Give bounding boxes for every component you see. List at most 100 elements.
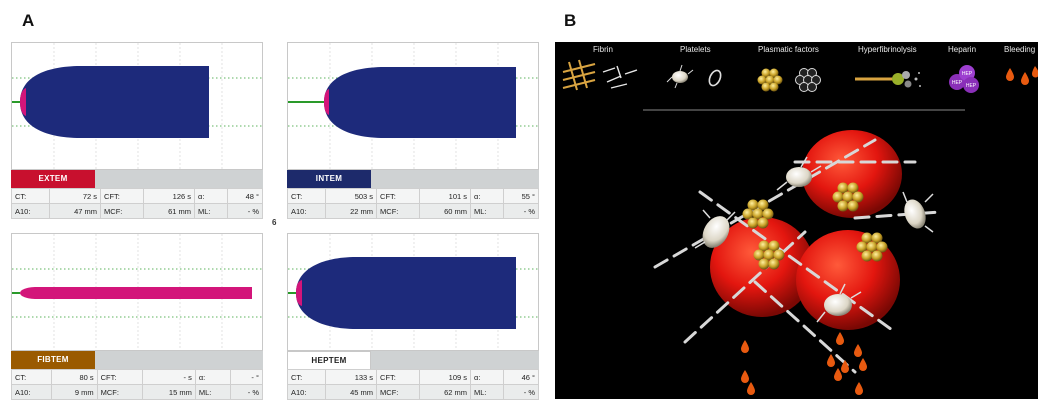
fibtem-mcf-value: 15 mm [141,384,196,400]
ct-label: CT: [286,369,327,385]
fibtem-parameters: CT: 80 s CFT: - s α: - ° A10: 9 mm MCF: 15 mm… [11,369,264,400]
extem-tab-row: EXTEM [11,170,263,188]
extem-temogram [11,42,263,170]
heptem-a10-value: 45 mm [325,384,378,400]
fibrin-strands [653,138,942,374]
platelet [776,156,822,191]
platelet [694,209,736,249]
a10-label: A10: [286,203,327,219]
fibrin-mesh-icon [562,59,596,91]
mcf-label: MCF: [100,203,145,219]
extem-tab[interactable]: EXTEM [11,170,95,188]
heptem-tab[interactable]: HEPTEM [287,351,371,370]
intem-tab-row: INTEM [287,170,539,188]
heptem-clot-shape [296,257,516,329]
fibtem-temogram [11,233,263,351]
intem-temogram [287,42,539,170]
alpha-label: α: [194,369,231,385]
extem-parameters: CT: 72 s CFT: 126 s α: 48 ° A10: 47 mm MCF: 6… [10,188,263,219]
heparin-badge: HEP [966,83,977,89]
depleted-factor-icon [795,68,821,92]
intem-panel: INTEM CT: 503 s CFT: 101 s α: 55 ° A10: 22 m… [286,42,539,219]
ct-label: CT: [11,369,52,385]
hyperfibrinolysis-icon [855,71,921,88]
fibtem-a10-value: 9 mm [50,384,98,400]
activated-platelet-icon [666,64,694,89]
extem-mcf-value: 61 mm [143,203,196,219]
intem-alpha-value: 55 ° [503,188,539,204]
clot-cluster [653,130,942,374]
intem-ml-value: - % [503,203,539,219]
plasmatic-factor-icon [757,68,783,92]
cft-label: CFT: [376,188,421,204]
fibtem-ml-value: - % [229,384,264,400]
coagulation-illustration: Fibrin Platelets Plasmatic factors Hyper… [555,42,1038,399]
heptem-tab-row: HEPTEM [287,351,539,370]
cft-label: CFT: [96,369,143,385]
heparin-badge: HEP [952,80,963,86]
extem-cft-value: 126 s [143,188,196,204]
alpha-label: α: [470,188,505,204]
fibtem-tab-row: FIBTEM [11,351,263,369]
a10-label: A10: [10,203,51,219]
extem-alpha-value: 48 ° [227,188,263,204]
panel-b-letter: B [564,11,577,30]
intem-parameters: CT: 503 s CFT: 101 s α: 55 ° A10: 22 mm MCF:… [286,188,539,219]
heparin-icon: HEP HEP HEP [949,65,979,93]
intem-tab[interactable]: INTEM [287,170,371,188]
fibtem-clot-shape [20,287,252,299]
extem-a10-value: 47 mm [49,203,102,219]
fibtem-alpha-value: - ° [229,369,264,385]
legend-hyperfibrinolysis: Hyperfibrinolysis [858,45,917,54]
alpha-label: α: [194,188,229,204]
a10-label: A10: [286,384,327,400]
ml-label: ML: [194,384,231,400]
blood-drop-icon [1006,66,1038,85]
fibtem-tab[interactable]: FIBTEM [11,351,95,369]
intem-ct-value: 503 s [325,188,378,204]
extem-clot-shape [20,66,209,138]
erythrocyte [802,130,902,218]
heptem-panel: HEPTEM CT: 133 s CFT: 109 s α: 46 ° A10: 45 … [286,233,539,409]
intem-mcf-value: 60 mm [419,203,472,219]
platelet [816,283,862,323]
fibtem-panel: FIBTEM CT: 80 s CFT: - s α: - ° A10: 9 mm MC… [11,233,264,409]
extem-ct-value: 72 s [49,188,102,204]
heptem-mcf-value: 62 mm [419,384,472,400]
alpha-label: α: [470,369,505,385]
factor-cluster [753,240,785,270]
legend-fibrin: Fibrin [593,45,614,54]
heptem-ml-value: - % [503,384,539,400]
legend-heparin: Heparin [948,45,977,54]
intem-clot-shape [324,67,516,138]
heptem-temogram [287,233,539,351]
factor-cluster [856,232,888,262]
heptem-ct-value: 133 s [325,369,378,385]
resting-platelet-icon [708,69,722,87]
fibtem-ct-value: 80 s [50,369,98,385]
figure-index-label: 6 [272,218,277,227]
platelet [902,191,934,233]
factor-cluster [832,182,864,212]
ml-label: ML: [470,203,505,219]
mcf-label: MCF: [376,384,421,400]
intem-a10-value: 22 mm [325,203,378,219]
cft-label: CFT: [100,188,145,204]
panel-a-letter: A [22,11,35,30]
ct-label: CT: [10,188,51,204]
fibtem-cft-value: - s [141,369,196,385]
heptem-cft-value: 109 s [419,369,472,385]
ml-label: ML: [470,384,505,400]
heptem-alpha-value: 46 ° [503,369,539,385]
heptem-parameters: CT: 133 s CFT: 109 s α: 46 ° A10: 45 mm MCF:… [286,369,539,400]
ct-label: CT: [286,188,327,204]
factor-cluster [742,199,774,229]
legend-plasmatic-factors: Plasmatic factors [758,45,819,54]
cft-label: CFT: [376,369,421,385]
ml-label: ML: [194,203,229,219]
legend-bleeding: Bleeding [1004,45,1036,54]
extem-ml-value: - % [227,203,263,219]
a10-label: A10: [11,384,52,400]
heparin-badge: HEP [962,71,973,77]
bleeding-drops [741,332,867,395]
